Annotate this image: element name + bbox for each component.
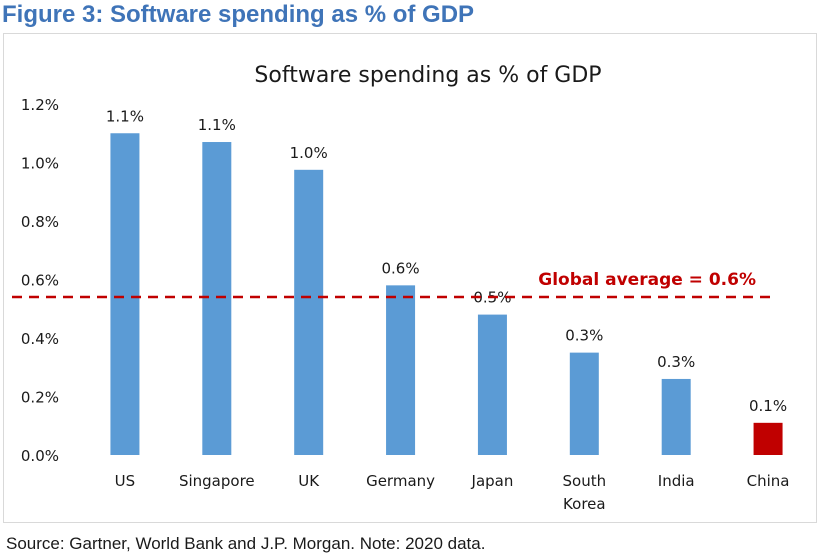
bar-south-korea [569,352,599,455]
y-tick-label: 0.6% [21,272,59,290]
x-tick-label-line: Korea [563,495,606,513]
bar-japan [477,314,507,455]
bar-india [661,378,691,455]
bar-china [753,422,783,455]
x-tick-label: South Korea [563,472,607,513]
y-tick-label: 1.2% [21,96,59,114]
source-note: Source: Gartner, World Bank and J.P. Mor… [6,534,486,553]
x-tick-label: UK [298,472,320,490]
x-tick-label: US [115,472,136,490]
y-tick-label: 0.8% [21,213,59,231]
x-tick-label-line: Germany [366,472,435,490]
reference-line-group: Global average = 0.6% [12,270,774,299]
x-tick-label-line: China [747,472,790,490]
y-tick-label: 0.4% [21,330,59,348]
data-label: 1.1% [106,107,144,125]
global-average-label: Global average = 0.6% [538,270,756,290]
x-tick-label-line: South [563,472,607,490]
y-axis: 0.0% 0.2% 0.4% 0.6% 0.8% 1.0% 1.2% [21,96,59,465]
chart-title: Software spending as % of GDP [254,63,601,88]
bar-singapore [202,142,232,455]
data-labels-group: 1.1% 1.1%1.0%0.6%0.5%0.3%0.3%0.1% [106,107,787,415]
x-tick-label-line: US [115,472,136,490]
y-tick-label: 0.2% [21,389,59,407]
bar-germany [386,285,416,455]
x-tick-label-line: UK [298,472,320,490]
data-label: 0.3% [565,327,603,345]
figure-heading: Figure 3: Software spending as % of GDP [2,1,475,28]
x-tick-label: Japan [471,472,514,490]
x-tick-label: India [658,472,695,490]
data-label: 1.0% [290,144,328,162]
data-label: 0.3% [657,353,695,371]
data-label: 0.6% [382,259,420,277]
data-label: 1.1% [198,116,236,134]
bar-chart: Software spending as % of GDP 0.0%0.2%0.… [12,63,790,513]
y-tick-label: 0.0% [21,447,59,465]
x-tick-label: China [747,472,790,490]
x-axis: US Singapore UK Germany Japan South Korea India… [115,472,790,513]
bar-us [110,133,140,455]
y-tick-label: 1.0% [21,155,59,173]
data-label: 0.1% [749,397,787,415]
x-tick-label-line: India [658,472,695,490]
x-tick-label-line: Japan [471,472,514,490]
bar-uk [294,169,324,455]
chart-frame: Software spending as % of GDP 0.0% 0.2% 0.… [3,33,817,523]
bars-group [110,133,783,455]
x-tick-label: Germany [366,472,435,490]
x-tick-label: Singapore [179,472,255,490]
x-tick-label-line: Singapore [179,472,255,490]
